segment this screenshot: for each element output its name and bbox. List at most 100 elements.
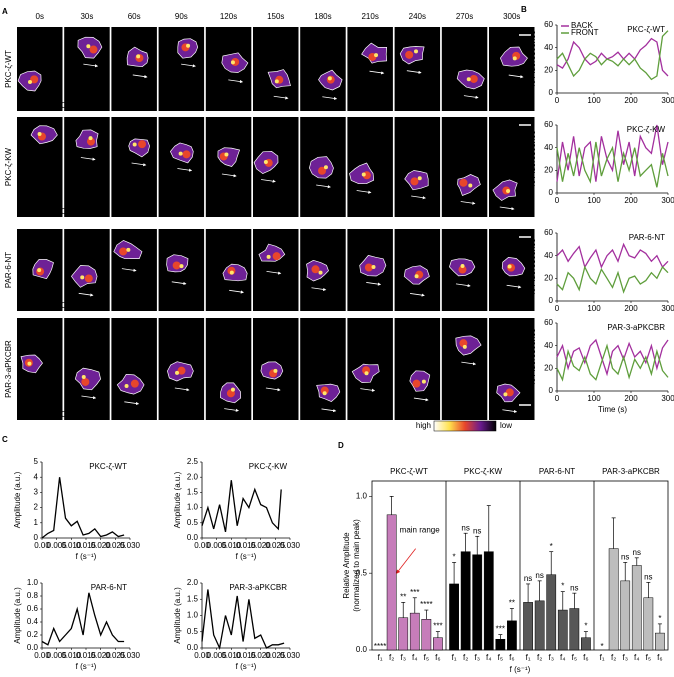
time-label: 300s <box>503 12 520 21</box>
cell-peak <box>263 160 268 165</box>
significance-label: * <box>584 622 587 631</box>
micrograph <box>111 117 157 217</box>
x-tick-label: 0.020 <box>91 651 112 660</box>
cell-peak <box>27 361 32 366</box>
y-tick-label: 1.5 <box>187 488 199 497</box>
micrograph <box>347 117 393 217</box>
x-tick-label: f₂ <box>611 653 616 662</box>
cell-peak <box>421 379 426 384</box>
colorbar-high: high <box>416 421 431 430</box>
bar <box>655 632 665 651</box>
y-tick-label: 0.8 <box>27 591 39 600</box>
series-line <box>556 37 669 77</box>
x-tick-label: 0.030 <box>120 541 141 550</box>
direction-arrow <box>502 409 518 414</box>
significance-label: *** <box>410 588 419 597</box>
significance-label: **** <box>420 600 432 609</box>
bar <box>631 565 642 651</box>
x-tick-label: f₂ <box>537 653 542 662</box>
direction-arrow <box>229 289 244 294</box>
y-axis-label: % Fluorescence <box>528 238 537 296</box>
cell-peak <box>414 274 419 279</box>
y-tick-label: 20 <box>544 273 553 282</box>
cell-peak <box>81 374 86 379</box>
direction-arrow <box>311 287 327 292</box>
direction-arrow <box>131 162 147 167</box>
x-tick-label: 0 <box>555 196 560 205</box>
time-label: 210s <box>361 12 378 21</box>
cell <box>217 147 240 167</box>
cell-hotspot <box>405 50 414 59</box>
time-label: 270s <box>456 12 473 21</box>
cell-peak <box>364 371 369 376</box>
significance-label: * <box>658 614 661 623</box>
cell-hotspot <box>30 75 39 84</box>
direction-arrow <box>261 179 276 183</box>
x-tick-label: f₆ <box>435 653 440 662</box>
cell-peak <box>124 383 129 388</box>
cell-peak <box>132 142 137 147</box>
time-label: 90s <box>175 12 188 21</box>
chart-title: PKC-ζ-KW <box>627 125 666 134</box>
cell-peak <box>37 268 42 273</box>
cell-hotspot <box>119 247 128 256</box>
panel-letter: D <box>338 441 344 450</box>
direction-arrow <box>460 201 476 205</box>
x-tick-label: 100 <box>587 196 601 205</box>
x-tick-label: 0.005 <box>207 541 228 550</box>
bar <box>460 551 471 651</box>
y-tick-label: 40 <box>544 251 553 260</box>
significance-label: ns <box>461 523 469 532</box>
direction-arrow <box>228 79 244 84</box>
x-tick-label: 0.00 <box>194 541 210 550</box>
bar <box>421 619 432 651</box>
y-tick-label: 0.5 <box>356 568 368 577</box>
cell <box>77 36 103 59</box>
x-tick-label: f₄ <box>412 653 418 662</box>
cell-peak <box>175 370 180 375</box>
legend-label: FRONT <box>571 28 599 37</box>
cell <box>361 42 388 64</box>
time-label: 150s <box>267 12 284 21</box>
y-axis-label: % Fluorescence <box>528 30 537 88</box>
group-label: PAR-3-aPKCBR <box>602 467 660 476</box>
cell-peak <box>178 151 183 156</box>
row-label: PAR-3-aPKCBR <box>4 340 13 398</box>
micrograph <box>489 117 535 217</box>
group-label: PKC-ζ-WT <box>390 467 428 476</box>
direction-arrow <box>221 173 237 178</box>
y-axis-label: % Fluorescence <box>528 328 537 386</box>
micrograph <box>253 229 299 311</box>
cell-hotspot <box>89 45 98 54</box>
cell-hotspot <box>177 366 186 375</box>
y-tick-label: 60 <box>544 120 553 129</box>
direction-arrow <box>322 96 338 100</box>
y-axis-label: % Fluorescence <box>528 130 537 188</box>
y-tick-label: 3 <box>34 488 39 497</box>
bar <box>643 597 654 651</box>
marker-label: RFP-LIFEACT <box>20 207 72 216</box>
x-tick-label: f₄ <box>560 653 566 662</box>
x-tick-label: 0.025 <box>105 651 126 660</box>
x-tick-label: f₆ <box>657 653 662 662</box>
cell-hotspot <box>130 379 139 388</box>
bar <box>523 602 533 651</box>
x-tick-label: f₁ <box>452 653 457 662</box>
x-tick-label: 0.025 <box>105 541 126 550</box>
x-tick-label: 300 <box>661 196 674 205</box>
x-tick-label: f₆ <box>509 653 514 662</box>
direction-arrow <box>369 70 385 75</box>
x-tick-label: f₄ <box>486 653 492 662</box>
x-tick-label: f₅ <box>424 653 429 662</box>
series-line <box>556 343 669 382</box>
x-tick-label: f₃ <box>548 653 553 662</box>
y-tick-label: 0.6 <box>27 604 39 613</box>
chart-title: PAR-6-NT <box>91 583 127 592</box>
series-line <box>201 480 282 533</box>
bar <box>495 638 506 651</box>
bar <box>569 608 580 651</box>
cell-peak <box>27 79 32 84</box>
micrograph <box>111 318 157 420</box>
cell-hotspot <box>138 140 147 149</box>
